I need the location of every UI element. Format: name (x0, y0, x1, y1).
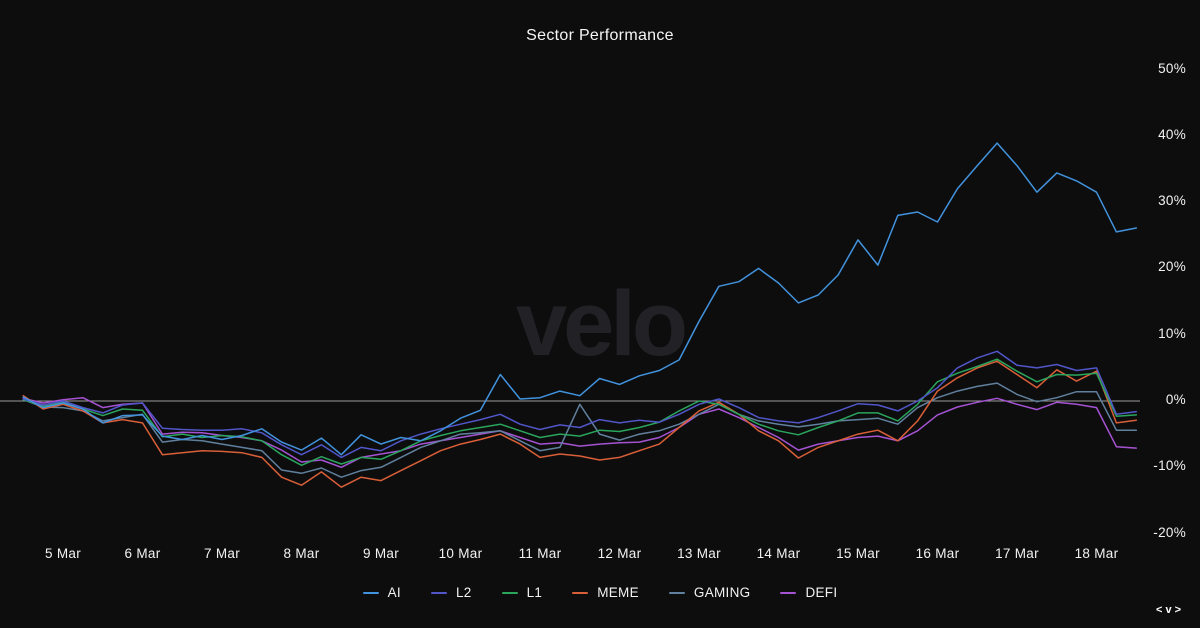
series-line-gaming (22, 382, 1138, 478)
y-axis-tick: -20% (1153, 524, 1186, 540)
legend-swatch-ai (362, 591, 379, 594)
legend-label: DEFI (805, 585, 838, 600)
legend-swatch-gaming (668, 591, 685, 594)
legend-label: MEME (597, 585, 639, 600)
x-axis-tick: 7 Mar (203, 546, 241, 561)
legend-item-ai[interactable]: AI (362, 585, 401, 600)
x-axis-tick: 8 Mar (283, 546, 320, 561)
x-axis-tick: 18 Mar (1074, 546, 1119, 561)
x-axis-tick: 14 Mar (756, 546, 801, 561)
x-axis-tick: 17 Mar (995, 546, 1039, 561)
legend-swatch-meme (572, 591, 589, 594)
x-axis-tick: 15 Mar (836, 546, 880, 561)
velo-watermark: velo (515, 273, 688, 375)
series-line-ai (22, 142, 1138, 456)
legend-item-l2[interactable]: L2 (430, 585, 472, 600)
legend-label: L2 (455, 585, 472, 600)
y-axis-tick: 20% (1158, 259, 1186, 275)
legend-label: L1 (526, 585, 543, 600)
y-axis-tick: 40% (1158, 126, 1186, 142)
x-axis-tick: 10 Mar (438, 546, 483, 561)
legend-label: AI (387, 585, 401, 600)
legend-swatch-defi (780, 591, 797, 594)
y-axis-tick: 30% (1158, 193, 1186, 209)
y-axis-tick: 0% (1165, 392, 1186, 407)
x-axis-tick: 12 Mar (597, 546, 642, 561)
y-axis-tick: -10% (1153, 458, 1186, 474)
y-axis-tick: 50% (1158, 60, 1186, 76)
legend-item-l1[interactable]: L1 (501, 585, 543, 600)
series-line-defi (22, 396, 1138, 469)
legend-item-meme[interactable]: MEME (572, 585, 639, 600)
x-axis-tick: 9 Mar (362, 546, 400, 561)
legend-item-gaming[interactable]: GAMING (668, 585, 751, 600)
page-title: Sector Performance (526, 27, 674, 44)
x-axis-tick: 5 Mar (44, 546, 82, 561)
legend-swatch-l1 (501, 591, 518, 594)
legend: AI L2 L1 MEME GAMING DEFI (0, 585, 1200, 600)
legend-label: GAMING (693, 585, 751, 600)
x-axis-tick: 11 Mar (518, 546, 562, 561)
velo-brand-mark: <v> (1156, 604, 1184, 616)
series-line-l2 (22, 350, 1138, 459)
legend-swatch-l2 (430, 591, 447, 594)
x-axis-tick: 13 Mar (677, 546, 721, 561)
x-axis-tick: 16 Mar (915, 546, 960, 561)
series-line-l1 (22, 358, 1138, 467)
series-line-meme (22, 360, 1138, 488)
x-axis-tick: 6 Mar (124, 546, 161, 561)
y-axis-tick: 10% (1158, 325, 1186, 341)
legend-item-defi[interactable]: DEFI (780, 585, 837, 600)
